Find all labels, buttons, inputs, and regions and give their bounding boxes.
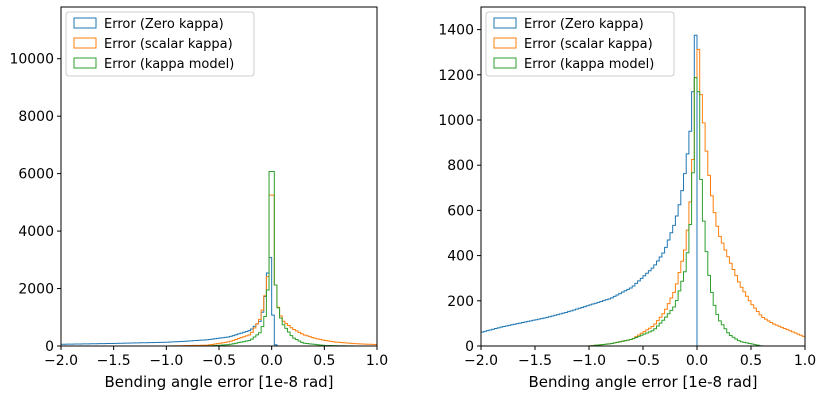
left-legend-swatch-kappa-model xyxy=(73,57,97,69)
right-legend-swatch-kappa-model xyxy=(493,57,517,69)
right-legend-label-scalar-kappa: Error (scalar kappa) xyxy=(524,37,653,52)
right-x-tick-label: 0.5 xyxy=(740,353,762,369)
right-y-tick-label: 1200 xyxy=(438,68,474,84)
right-y-ticks: 0 200 400 600 800 1000 1200 1400 xyxy=(438,23,481,355)
left-y-tick-label: 0 xyxy=(45,339,54,355)
left-x-tick-label: 0.0 xyxy=(261,353,283,369)
left-x-axis-label: Bending angle error [1e-8 rad] xyxy=(104,373,333,391)
left-y-tick-label: 2000 xyxy=(18,282,54,298)
left-y-tick-label: 6000 xyxy=(18,167,54,183)
left-legend-label-scalar-kappa: Error (scalar kappa) xyxy=(104,37,233,52)
left-x-tick-label: −0.5 xyxy=(202,353,236,369)
left-y-ticks: 0 2000 4000 6000 8000 10000 xyxy=(9,52,61,355)
left-x-tick-label: 1.0 xyxy=(366,353,388,369)
right-y-tick-label: 800 xyxy=(447,158,474,174)
right-legend-swatch-scalar-kappa xyxy=(493,37,517,49)
right-legend-label-zero-kappa: Error (Zero kappa) xyxy=(524,17,644,32)
right-y-tick-label: 600 xyxy=(447,203,474,219)
right-y-tick-label: 1400 xyxy=(438,23,474,39)
left-chart: −2.0 −1.5 −1.0 −0.5 0.0 0.5 1.0 0 2000 4… xyxy=(9,6,388,391)
left-y-tick-label: 10000 xyxy=(9,52,54,68)
left-x-tick-label: −2.0 xyxy=(44,353,78,369)
left-legend-frame xyxy=(65,11,255,77)
right-x-tick-label: −1.5 xyxy=(518,353,552,369)
right-legend-label-kappa-model: Error (kappa model) xyxy=(524,57,654,72)
left-legend-swatch-zero-kappa xyxy=(73,17,97,29)
right-chart: −2.0 −1.5 −1.0 −0.5 0.0 0.5 1.0 0 200 40… xyxy=(438,6,816,391)
left-legend-label-kappa-model: Error (kappa model) xyxy=(104,57,234,72)
left-legend: Error (Zero kappa) Error (scalar kappa) … xyxy=(65,11,255,77)
left-x-tick-label: −1.5 xyxy=(97,353,131,369)
left-x-tick-label: 0.5 xyxy=(313,353,335,369)
right-x-tick-label: −2.0 xyxy=(464,353,498,369)
left-y-tick-label: 4000 xyxy=(18,224,54,240)
right-legend-swatch-zero-kappa xyxy=(493,17,517,29)
right-x-tick-label: −0.5 xyxy=(626,353,660,369)
left-x-tick-label: −1.0 xyxy=(149,353,183,369)
right-legend-frame xyxy=(485,11,675,77)
right-y-tick-label: 0 xyxy=(465,339,474,355)
right-y-tick-label: 1000 xyxy=(438,113,474,129)
right-x-tick-label: 1.0 xyxy=(794,353,816,369)
right-x-axis-label: Bending angle error [1e-8 rad] xyxy=(528,373,757,391)
right-y-tick-label: 200 xyxy=(447,294,474,310)
right-x-tick-label: 0.0 xyxy=(686,353,708,369)
left-legend-label-zero-kappa: Error (Zero kappa) xyxy=(104,17,224,32)
left-legend-swatch-scalar-kappa xyxy=(73,37,97,49)
right-x-ticks: −2.0 −1.5 −1.0 −0.5 0.0 0.5 1.0 xyxy=(464,346,816,369)
right-y-tick-label: 400 xyxy=(447,249,474,265)
right-x-tick-label: −1.0 xyxy=(572,353,606,369)
right-legend: Error (Zero kappa) Error (scalar kappa) … xyxy=(485,11,675,77)
left-x-ticks: −2.0 −1.5 −1.0 −0.5 0.0 0.5 1.0 xyxy=(44,346,388,369)
left-y-tick-label: 8000 xyxy=(18,109,54,125)
